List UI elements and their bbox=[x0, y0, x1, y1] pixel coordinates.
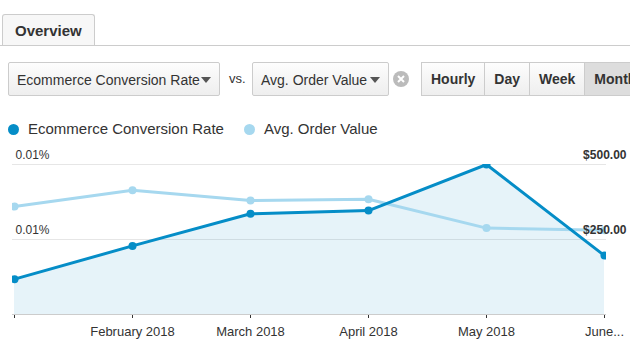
html-text:Day: Day bbox=[494, 71, 520, 87]
html-text:vs.: vs. bbox=[229, 71, 246, 86]
svg-text:May 2018: May 2018 bbox=[458, 324, 515, 339]
svg-text:April 2018: April 2018 bbox=[339, 324, 398, 339]
svg-text:0.01%: 0.01% bbox=[16, 223, 50, 237]
svg-text:June...: June... bbox=[585, 324, 624, 339]
html-text:Avg. Order Value: Avg. Order Value bbox=[263, 120, 378, 137]
html-text:Hourly: Hourly bbox=[431, 71, 476, 87]
svg-text:$250.00: $250.00 bbox=[583, 223, 627, 237]
svg-text:0.01%: 0.01% bbox=[16, 150, 50, 162]
html-text:Avg. Order Value: Avg. Order Value bbox=[261, 72, 368, 88]
html-text:Overview: Overview bbox=[15, 22, 82, 39]
html-text:Ecommerce Conversion Rate: Ecommerce Conversion Rate bbox=[17, 72, 200, 88]
svg-text:February 2018: February 2018 bbox=[90, 324, 175, 339]
svg-text:March 2018: March 2018 bbox=[216, 324, 285, 339]
svg-text:$500.00: $500.00 bbox=[583, 150, 627, 162]
html-text:Ecommerce Conversion Rate: Ecommerce Conversion Rate bbox=[28, 120, 224, 137]
html-text:Week: Week bbox=[539, 71, 576, 87]
